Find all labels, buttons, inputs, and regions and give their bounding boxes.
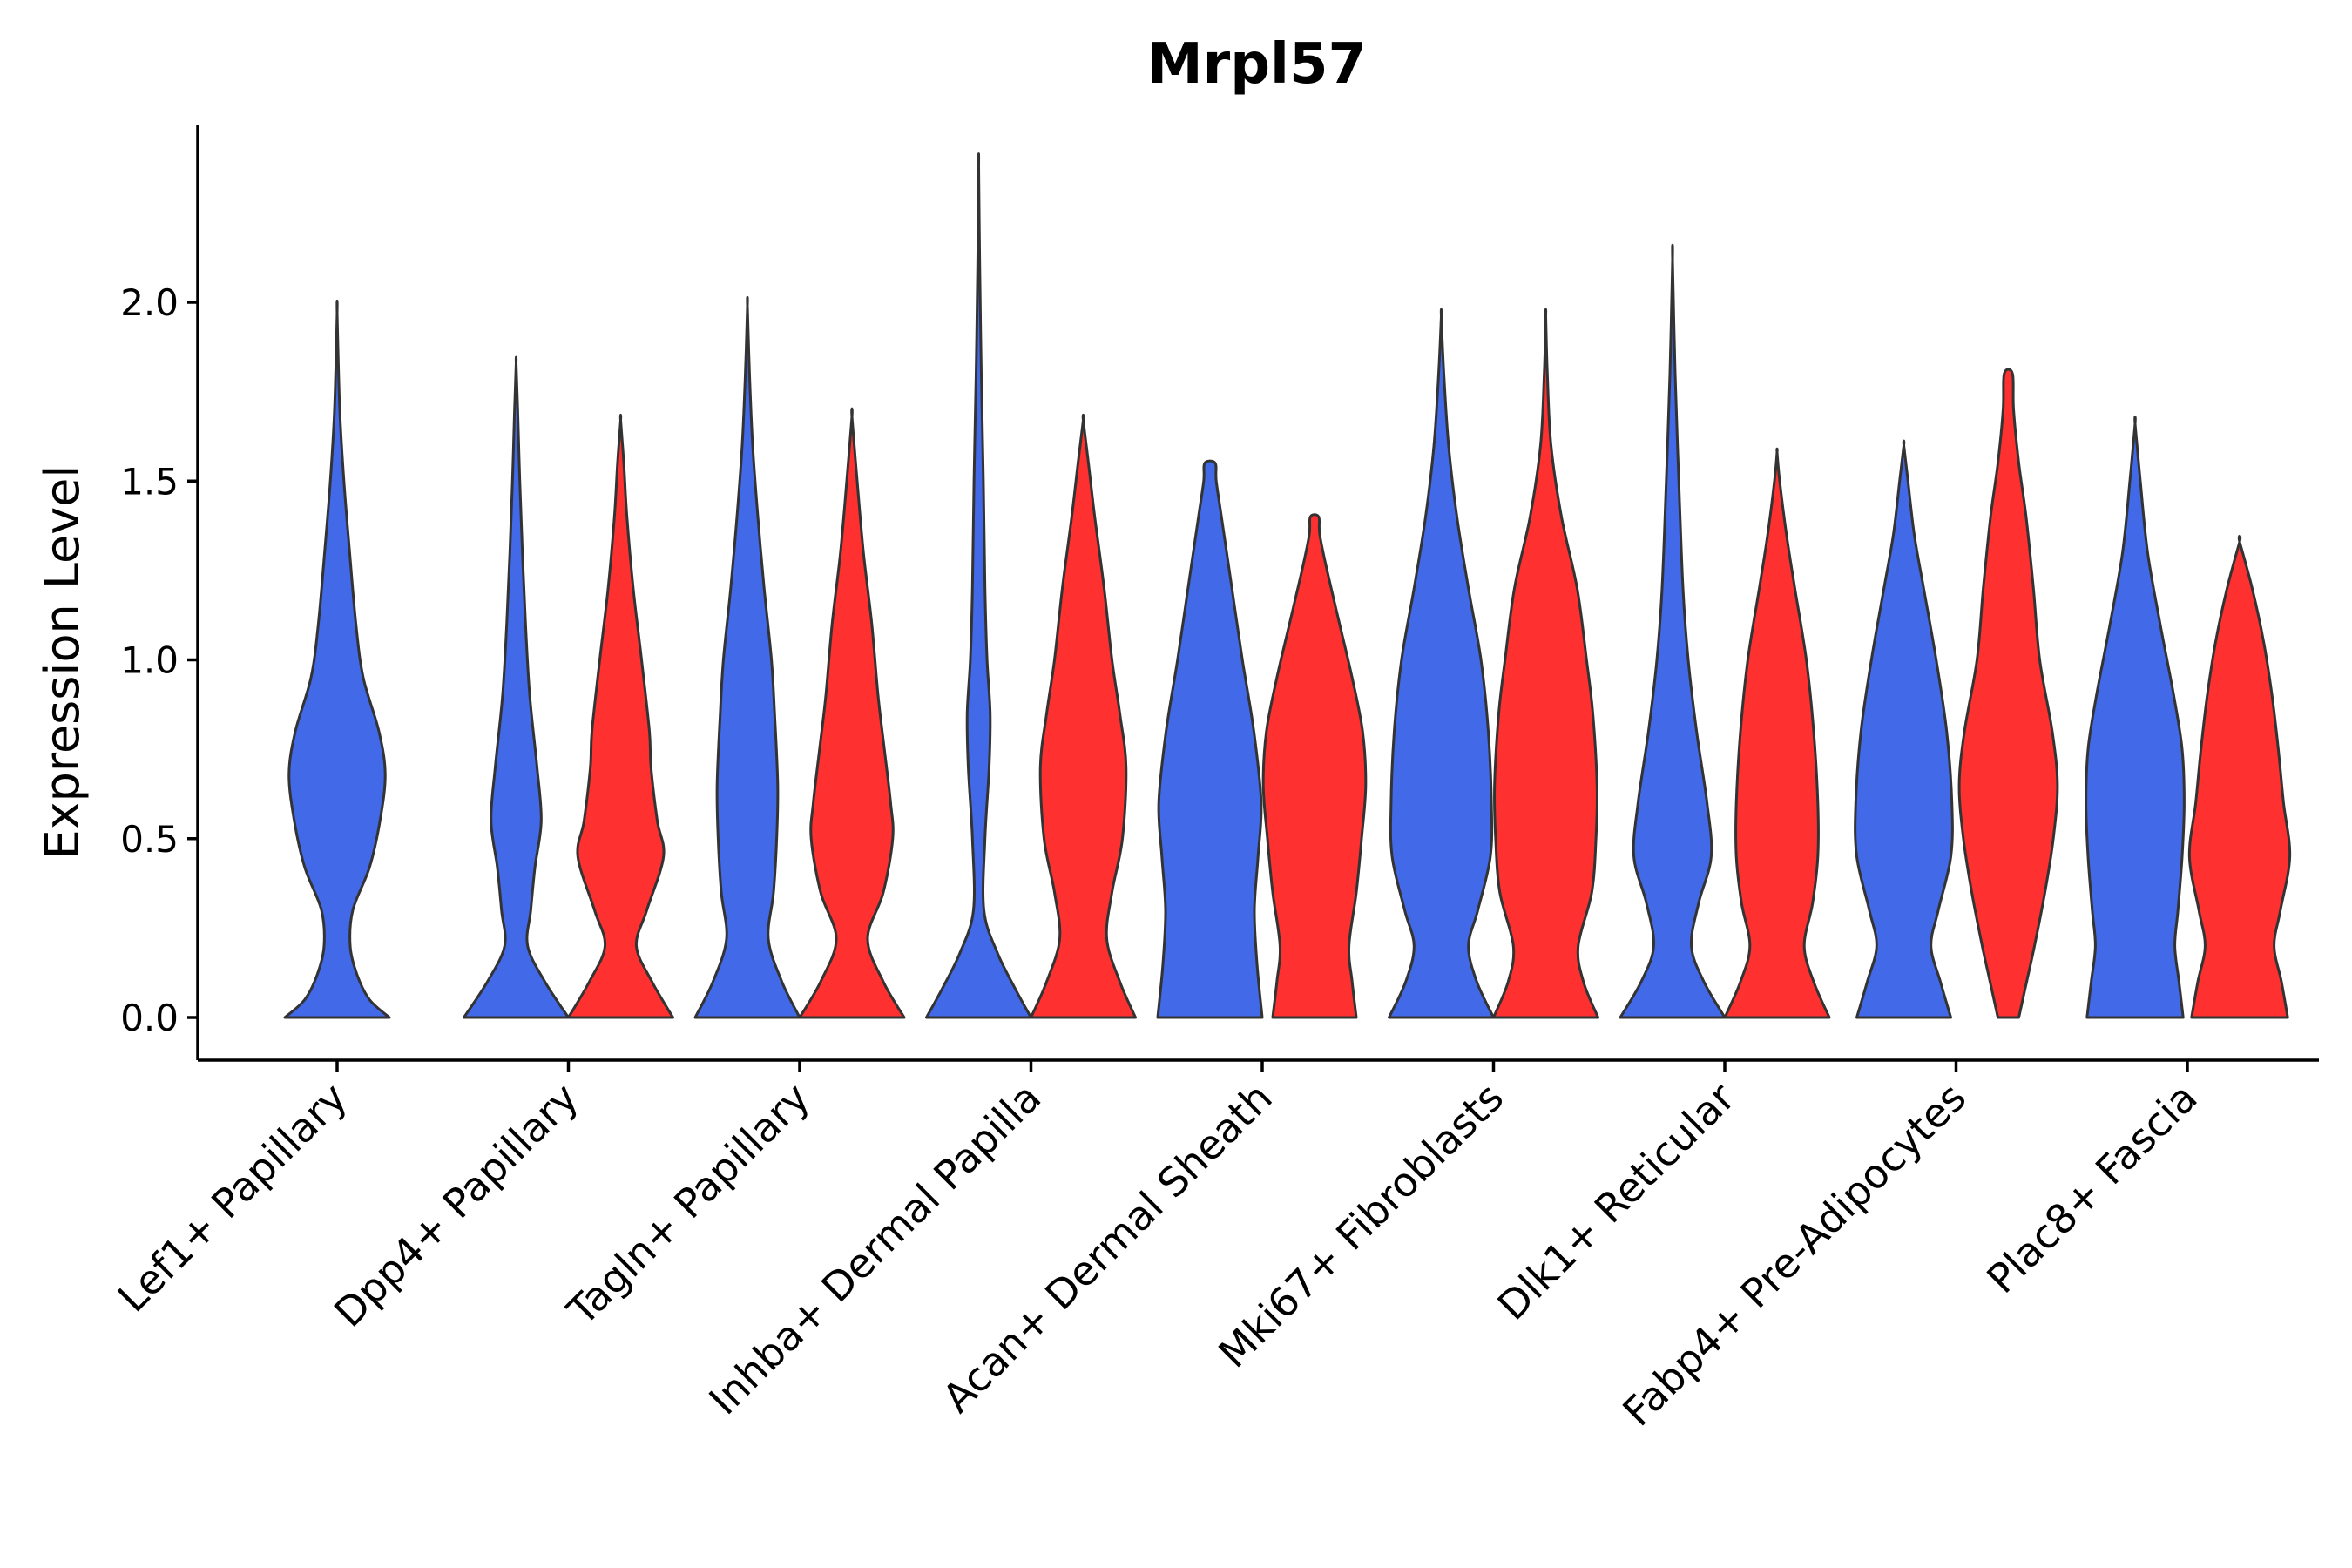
violin-blue xyxy=(2085,415,2186,1019)
y-tick-label: 0.5 xyxy=(120,818,179,861)
y-axis-label: Expression Level xyxy=(35,465,90,860)
x-category-label: Lef1+ Papillary xyxy=(109,1074,356,1321)
y-tick-label: 1.5 xyxy=(120,460,179,503)
chart-title: Mrpl57 xyxy=(1147,32,1367,97)
violin-blue xyxy=(283,299,391,1019)
y-tick-label: 2.0 xyxy=(120,281,179,324)
violin-blue xyxy=(1388,308,1495,1019)
violins-layer xyxy=(283,152,2292,1019)
violin-blue xyxy=(1619,243,1727,1019)
violin-blue xyxy=(1156,459,1264,1019)
y-tick-label: 1.0 xyxy=(120,639,179,682)
x-category-label: Plac8+ Fascia xyxy=(1977,1074,2206,1302)
violin-red xyxy=(1492,308,1599,1019)
violin-blue xyxy=(463,355,570,1019)
x-category-label: Dpp4+ Papillary xyxy=(325,1074,587,1336)
violin-red xyxy=(567,413,674,1019)
x-category-label: Tagln+ Papillary xyxy=(558,1074,819,1335)
violin-red xyxy=(1030,413,1137,1019)
violin-red xyxy=(1957,368,2059,1019)
violin-blue xyxy=(925,152,1032,1019)
violin-red xyxy=(798,407,906,1019)
x-category-label: Dlk1+ Reticular xyxy=(1489,1074,1744,1329)
violin-red xyxy=(2187,534,2292,1019)
violin-red xyxy=(1723,447,1831,1019)
y-tick-label: 0.0 xyxy=(120,997,179,1039)
y-ticks: 0.0 0.5 1.0 1.5 2.0 xyxy=(120,281,198,1039)
violin-blue xyxy=(693,295,801,1019)
violin-blue xyxy=(1854,439,1954,1019)
violin-red xyxy=(1261,513,1368,1019)
